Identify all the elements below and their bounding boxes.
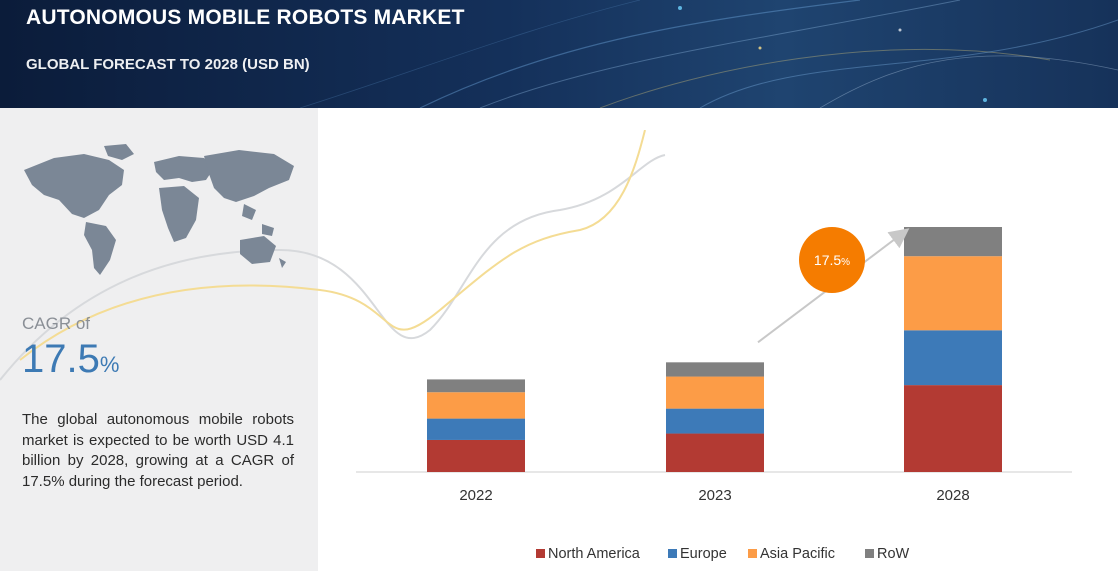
legend-swatch: [536, 549, 545, 558]
cagr-badge: [799, 227, 865, 293]
bar-2028-asia-pacific: [904, 256, 1002, 331]
bar-2023-north-america: [666, 433, 764, 472]
cagr-label: CAGR of: [22, 314, 91, 333]
banner-light-trails: [299, 0, 1118, 108]
legend-swatch: [865, 549, 874, 558]
cagr-value: 17.5%: [22, 336, 119, 388]
summary-text: The global autonomous mobile robots mark…: [22, 411, 294, 490]
bar-2023-europe: [666, 408, 764, 434]
bar-2028-row: [904, 227, 1002, 257]
bar-2022-asia-pacific: [427, 392, 525, 419]
cagr-number: 17.5: [22, 337, 100, 381]
x-tick-label: 2028: [936, 487, 969, 504]
bar-2028-europe: [904, 330, 1002, 386]
cagr-badge-label: 17.5%: [814, 252, 850, 268]
x-tick-label: 2022: [459, 487, 492, 504]
page-title: AUTONOMOUS MOBILE ROBOTS MARKET: [26, 6, 465, 29]
bar-2028-north-america: [904, 385, 1002, 472]
legend-label: Asia Pacific: [760, 546, 835, 562]
bar-2023-row: [666, 362, 764, 377]
header-banner: AUTONOMOUS MOBILE ROBOTS MARKET GLOBAL F…: [0, 0, 1118, 108]
legend-swatch: [668, 549, 677, 558]
bar-2023-asia-pacific: [666, 376, 764, 409]
legend-label: North America: [548, 546, 641, 562]
legend-swatch: [748, 549, 757, 558]
legend-label: Europe: [680, 546, 727, 562]
stacked-bar-chart: 2022 2023 2028 17.5% North America Europe Asia…: [356, 227, 1072, 562]
bar-2022-north-america: [427, 439, 525, 472]
cagr-unit: %: [99, 352, 120, 377]
bar-2022-europe: [427, 418, 525, 440]
bar-2022-row: [427, 379, 525, 393]
legend-label: RoW: [877, 546, 910, 562]
page-subtitle: GLOBAL FORECAST TO 2028 (USD BN): [26, 56, 310, 73]
world-map-icon: [24, 144, 294, 275]
decorative-swoosh: [0, 130, 666, 381]
x-tick-label: 2023: [698, 487, 731, 504]
